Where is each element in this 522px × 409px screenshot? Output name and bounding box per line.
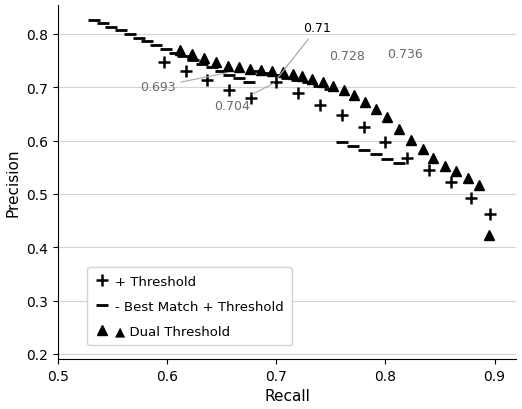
Text: 0.704: 0.704 <box>214 84 274 112</box>
Text: 0.693: 0.693 <box>140 74 227 94</box>
Text: 0.728: 0.728 <box>329 50 364 63</box>
Text: 0.736: 0.736 <box>388 48 423 61</box>
Text: 0.71: 0.71 <box>278 22 331 79</box>
Y-axis label: Precision: Precision <box>6 148 20 217</box>
Legend: + Threshold, - Best Match + Threshold, ▲ Dual Threshold: + Threshold, - Best Match + Threshold, ▲… <box>87 267 292 346</box>
X-axis label: Recall: Recall <box>264 389 310 403</box>
